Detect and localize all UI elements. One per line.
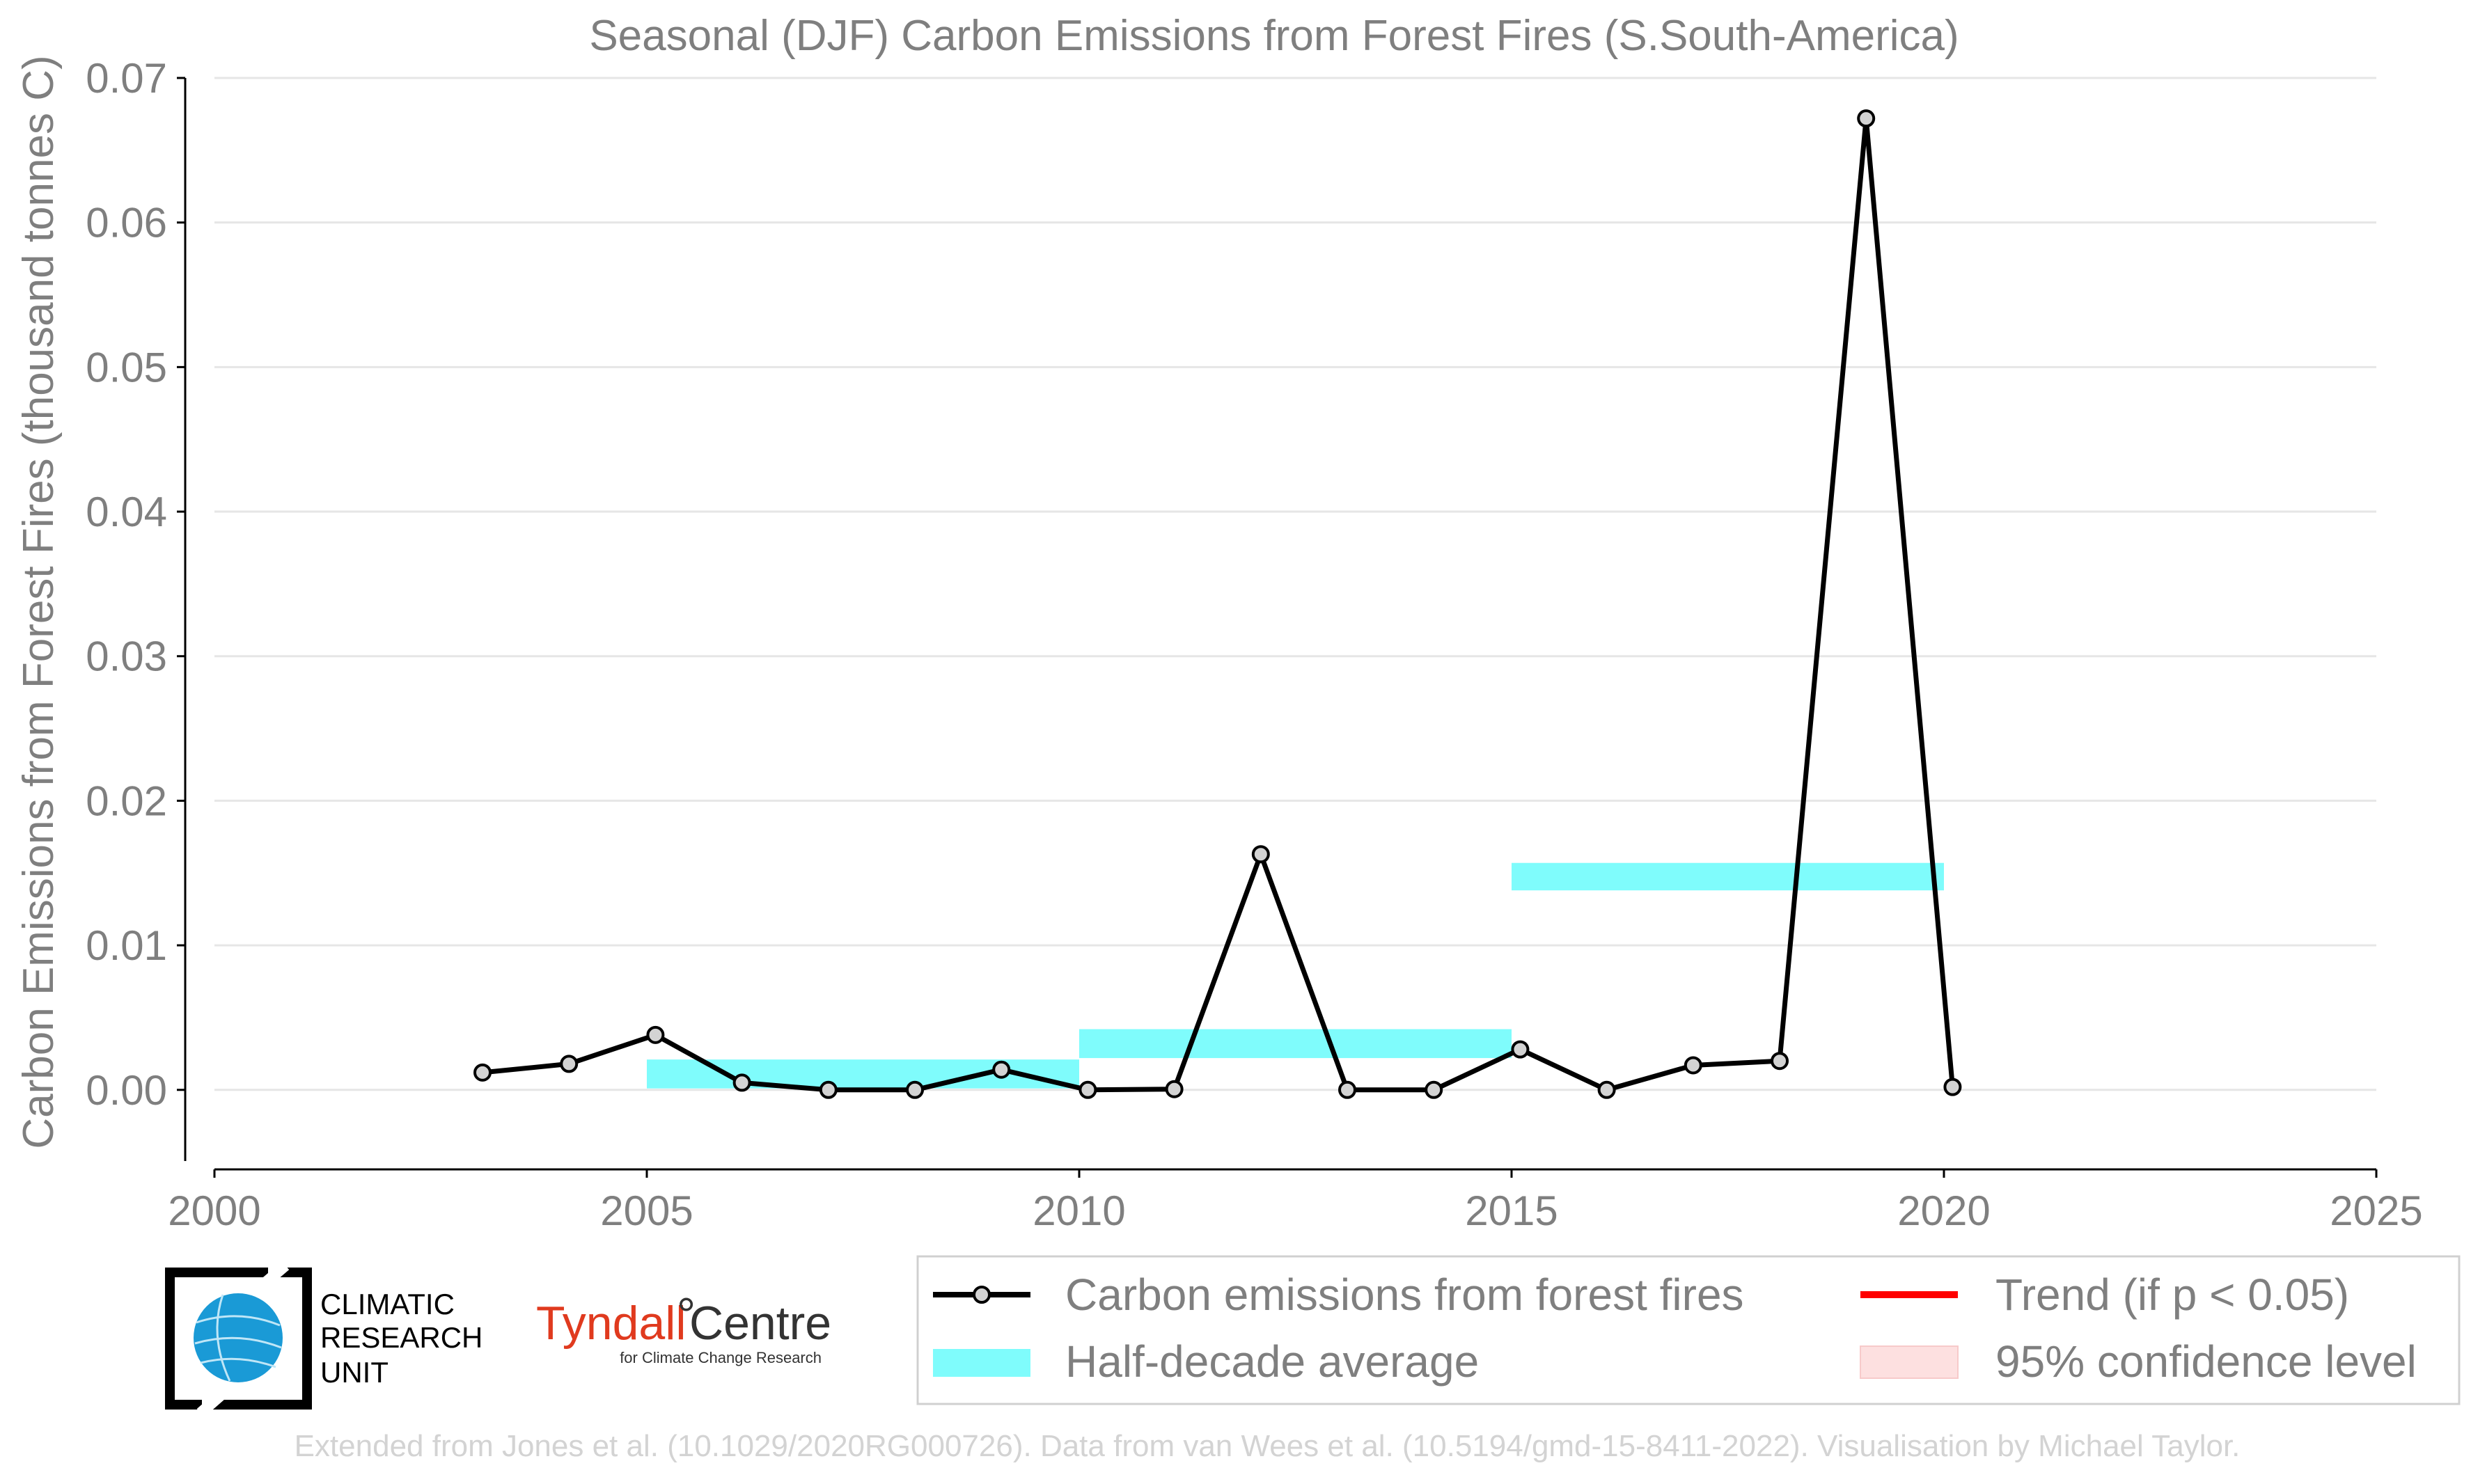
globe-lines	[194, 1294, 282, 1382]
emissions-series	[473, 109, 1962, 1099]
data-point	[1684, 1056, 1702, 1075]
data-point	[1857, 109, 1876, 128]
data-point	[1165, 1080, 1184, 1098]
legend-confidence-label: 95% confidence level	[1995, 1336, 2417, 1387]
legend-box	[916, 1255, 2461, 1405]
data-point	[1771, 1052, 1789, 1071]
data-point	[906, 1080, 925, 1099]
legend-confidence-swatch	[1860, 1345, 1959, 1379]
x-tick-label: 2000	[168, 1187, 260, 1234]
cru-line-3: UNIT	[320, 1356, 389, 1389]
legend-emissions-marker	[973, 1286, 991, 1304]
y-tick-label: 0.00	[86, 1067, 167, 1114]
data-point	[473, 1063, 492, 1082]
x-tick-labels: 2000 2005 2010 2015 2020 2025	[168, 1169, 2423, 1234]
cru-line-2: RESEARCH	[320, 1321, 483, 1354]
grid-lines	[214, 77, 2376, 1091]
degree-icon: °	[677, 1288, 696, 1341]
x-tick-label: 2005	[600, 1187, 693, 1234]
data-point	[1078, 1080, 1097, 1099]
legend-trend-label: Trend (if p < 0.05)	[1995, 1270, 2349, 1320]
y-tick-label: 0.05	[86, 344, 167, 390]
y-axis-label: Carbon Emissions from Forest Fires (thou…	[15, 55, 63, 1148]
data-point	[1425, 1080, 1443, 1099]
cru-line-1: CLIMATIC	[320, 1288, 455, 1320]
data-point	[1511, 1040, 1530, 1059]
y-tick-label: 0.06	[86, 200, 167, 246]
data-point	[819, 1080, 838, 1099]
data-point	[1251, 845, 1270, 864]
data-point	[1338, 1080, 1357, 1099]
data-point	[1943, 1078, 1962, 1096]
data-point	[732, 1073, 751, 1092]
y-tick-label: 0.02	[86, 777, 167, 824]
y-tick-label: 0.04	[86, 489, 167, 535]
y-tick-label: 0.07	[86, 55, 167, 102]
cru-bracket-right	[212, 1268, 312, 1410]
data-point	[560, 1055, 579, 1073]
cru-bracket-gaps	[196, 1261, 290, 1418]
legend: Carbon emissions from forest fires Half-…	[916, 1255, 2461, 1405]
data-point	[1597, 1080, 1616, 1099]
data-point	[646, 1025, 665, 1044]
tyndall-suffix: Centre	[689, 1297, 831, 1350]
legend-emissions-label: Carbon emissions from forest fires	[1065, 1270, 1744, 1320]
cru-logo: CLIMATIC RESEARCH UNIT	[165, 1261, 483, 1418]
x-tick-label: 2015	[1465, 1187, 1558, 1234]
legend-half-decade-swatch	[933, 1349, 1030, 1377]
chart-title: Seasonal (DJF) Carbon Emissions from For…	[589, 12, 1959, 60]
tyndall-subtitle: for Climate Change Research	[620, 1349, 822, 1366]
half-decade-bands	[647, 862, 1944, 1089]
x-tick-label: 2010	[1033, 1187, 1125, 1234]
credit-text: Extended from Jones et al. (10.1029/2020…	[295, 1429, 2241, 1463]
tyndall-logo: Tyndall ° Centre for Climate Change Rese…	[536, 1288, 831, 1366]
half-decade-bar	[1079, 1029, 1512, 1059]
series-line	[482, 116, 1955, 1093]
y-tick-labels: 0.00 0.01 0.02 0.03 0.04 0.05 0.06 0.07	[86, 55, 185, 1114]
cru-bracket-left	[165, 1268, 268, 1410]
tyndall-name: Tyndall	[536, 1297, 686, 1350]
half-decade-bar	[1512, 862, 1944, 891]
legend-half-decade-label: Half-decade average	[1065, 1336, 1479, 1387]
axes	[184, 78, 2376, 1171]
x-tick-label: 2020	[1897, 1187, 1990, 1234]
x-tick-label: 2025	[2330, 1187, 2422, 1234]
data-point	[992, 1060, 1011, 1079]
y-tick-label: 0.01	[86, 922, 167, 969]
y-tick-label: 0.03	[86, 633, 167, 680]
